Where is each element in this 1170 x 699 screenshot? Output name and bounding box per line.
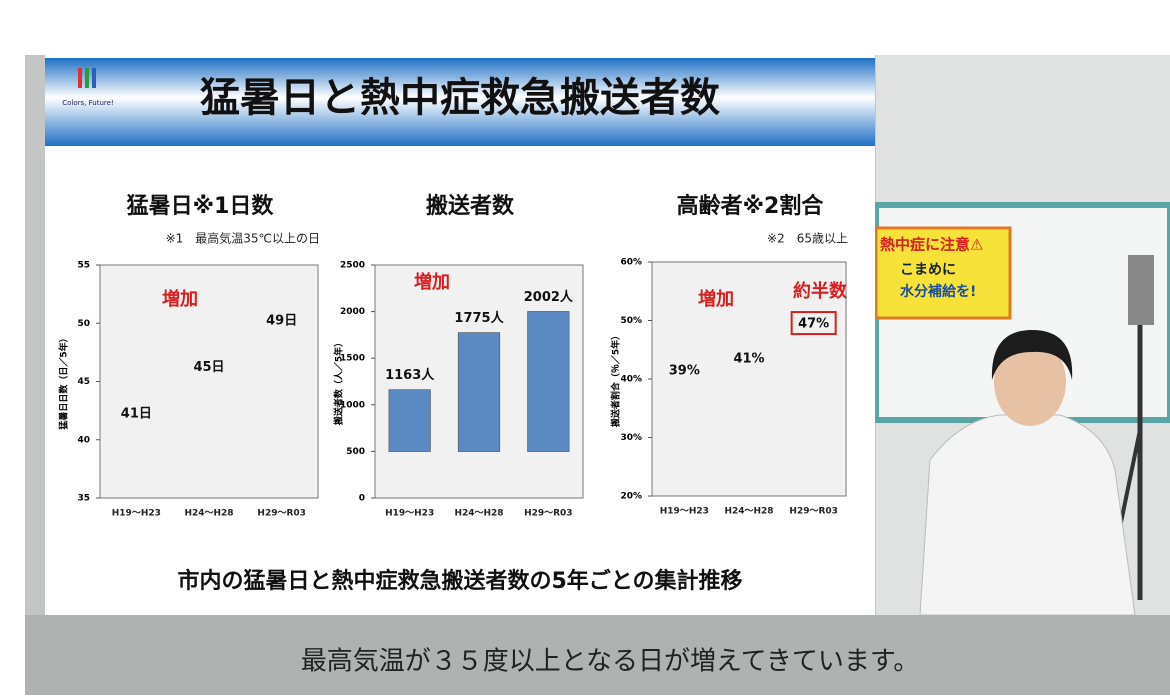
y-tick-label: 35 (77, 494, 90, 504)
x-tick-label: H29～R03 (789, 507, 838, 517)
annotation: 増加 (698, 288, 734, 310)
y-tick-label: 2000 (340, 307, 365, 317)
slide-title: 猛暑日と熱中症救急搬送者数 (200, 75, 720, 121)
annotation: 増加 (414, 271, 450, 293)
logo (92, 68, 96, 88)
y-tick-label: 55 (77, 261, 90, 271)
person-face (994, 338, 1066, 426)
x-tick-label: H24～H28 (454, 509, 503, 519)
y-tick-label: 30% (620, 433, 642, 443)
y-axis-label: 搬送者割合（％／5年） (610, 331, 622, 427)
x-tick-label: H19～H23 (660, 507, 709, 517)
bar (388, 389, 431, 452)
chart-title: 搬送者数 (426, 193, 515, 219)
y-tick-label: 0 (359, 494, 365, 504)
chart-title: 高齢者※2割合 (677, 193, 825, 219)
logo (85, 68, 89, 88)
data-label: 49日 (266, 313, 297, 328)
data-label: 1775人 (454, 310, 504, 326)
x-tick-label: H19～H23 (385, 509, 434, 519)
person-coat (919, 414, 1136, 616)
y-tick-label: 2500 (340, 261, 365, 271)
person-hair (991, 330, 1073, 380)
bar (457, 332, 501, 452)
data-label: 39% (669, 363, 700, 378)
data-label: 2002人 (524, 289, 574, 305)
chart-note: ※1 最高気温35℃以上の日 (166, 231, 320, 246)
plot-area (99, 264, 319, 499)
x-tick-label: H24～H28 (724, 507, 773, 517)
y-tick-label: 500 (346, 447, 365, 457)
logo (78, 68, 82, 88)
label-box (790, 311, 837, 336)
slide-header (45, 58, 875, 146)
y-tick-label: 20% (620, 492, 642, 502)
chart-note: ※2 65歳以上 (767, 232, 848, 246)
annotation: 増加 (162, 288, 198, 310)
y-tick-label: 1500 (340, 354, 365, 364)
x-tick-label: H29～R03 (524, 509, 573, 519)
y-axis-label: 猛暑日日数（日／5年） (58, 333, 70, 430)
chart-title: 猛暑日※1日数 (126, 193, 275, 219)
x-tick-label: H24～H28 (184, 509, 233, 519)
data-label: 45日 (193, 360, 224, 375)
plot-area (651, 261, 847, 497)
slide-footer: 市内の猛暑日と熱中症救急搬送者数の5年ごとの集計推移 (177, 568, 742, 594)
poster-text: こまめに (900, 262, 956, 278)
poster-text: 水分補給を! (900, 283, 976, 300)
y-tick-label: 50 (77, 319, 90, 329)
poster (874, 226, 1012, 320)
x-tick-label: H19～H23 (112, 509, 161, 519)
bar (527, 311, 570, 452)
y-tick-label: 40% (620, 375, 642, 385)
y-axis-label: 搬送者数（人／5年） (333, 338, 345, 425)
data-label: 41日 (121, 407, 152, 422)
data-label: 41% (733, 352, 764, 367)
logo-text: Colors, Future! (62, 99, 113, 107)
y-tick-label: 45 (77, 377, 90, 387)
data-label: 47% (798, 317, 829, 332)
y-tick-label: 50% (620, 316, 642, 326)
y-tick-label: 40 (77, 435, 90, 445)
annotation: 約半数 (793, 280, 848, 302)
y-tick-label: 60% (620, 258, 642, 268)
sensor (1128, 255, 1154, 325)
caption-band (25, 615, 1170, 695)
caption: 最高気温が３５度以上となる日が増えてきています。 (301, 647, 920, 677)
y-tick-label: 1000 (340, 400, 365, 410)
data-label: 1163人 (385, 367, 435, 383)
x-tick-label: H29～R03 (257, 509, 306, 519)
poster-text: 熱中症に注意⚠ (880, 236, 983, 254)
